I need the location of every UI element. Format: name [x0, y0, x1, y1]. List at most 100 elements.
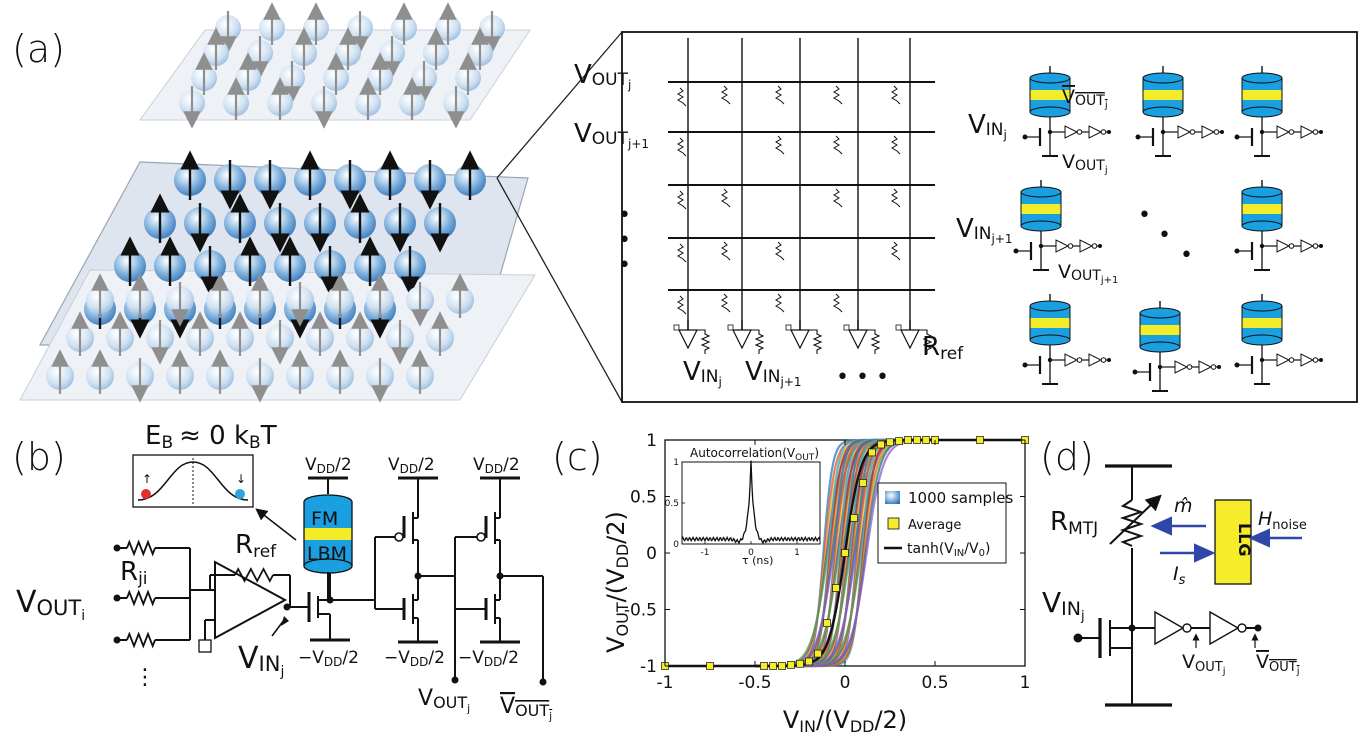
- is-label: Is: [1173, 563, 1186, 588]
- panel-label-d: (d): [1040, 435, 1094, 479]
- spin: [366, 358, 394, 403]
- pbit-vout-j1-label: VOUTj+1: [1058, 261, 1118, 286]
- average-marker: [841, 549, 849, 557]
- inset-pointer-arrow: [255, 508, 297, 541]
- energy-barrier-label: EB ≈ 0 kBT: [145, 421, 277, 453]
- spin: [254, 160, 286, 210]
- crossbar-vdots-2: •: [618, 228, 631, 253]
- average-marker: [886, 438, 894, 447]
- spin: [406, 349, 434, 394]
- spin: [414, 160, 446, 210]
- spin: [306, 311, 334, 356]
- spin: [246, 273, 274, 318]
- legend-swatch-samples: [885, 491, 900, 504]
- average-marker: [913, 436, 921, 444]
- mtj-stack-b: [303, 478, 353, 574]
- chart-x-axis-label: VIN/(VDD/2): [783, 706, 907, 736]
- spin: [286, 282, 314, 327]
- x-tick-label: -0.5: [738, 673, 771, 693]
- chart-y-axis-label: VOUT/(VDD/2): [602, 511, 632, 653]
- x-tick-label: -1: [657, 673, 674, 693]
- m-hat-label: m̂: [1174, 495, 1193, 517]
- spin: [224, 193, 256, 243]
- crossbar-vdots-1: •: [618, 203, 631, 228]
- spin: [264, 203, 296, 253]
- panel-label-a: (a): [12, 27, 65, 71]
- pbit-vout-j-label: VOUTj: [1062, 151, 1108, 176]
- average-marker: [976, 436, 984, 444]
- average-marker: [904, 436, 912, 444]
- spin: [455, 52, 481, 95]
- spin: [226, 311, 254, 356]
- legend-swatch-average: [887, 517, 900, 530]
- inset-y-tick-label: 1: [673, 458, 679, 468]
- spin: [154, 236, 186, 286]
- average-marker: [760, 662, 768, 670]
- spin: [191, 52, 217, 95]
- pbit-vin-j-label: VINj: [968, 110, 1007, 142]
- crossbar-rref-label: Rref: [922, 332, 964, 364]
- vdd-label-1: VDD/2: [305, 455, 352, 476]
- y-tick-label: -0.5: [624, 601, 657, 621]
- vdd-label-2: VDD/2: [388, 455, 435, 476]
- spin: [174, 150, 206, 200]
- neg-vdd-label-1: −VDD/2: [298, 648, 359, 669]
- y-tick-label: 1: [646, 431, 657, 451]
- vout-i-label: VOUTi: [16, 585, 85, 624]
- average-markers: [661, 436, 1029, 670]
- spin-up-dot: [141, 489, 151, 499]
- neg-vdd-label-2: −VDD/2: [384, 648, 445, 669]
- spin: [443, 86, 469, 129]
- vin-j-label-d: VINj: [1042, 586, 1085, 624]
- pbit-vin-j1-label: VINj+1: [956, 214, 1013, 246]
- spin: [323, 52, 349, 95]
- crossbar-array: [668, 38, 935, 354]
- vout-bar-j-label-b: VOUTj: [500, 694, 552, 723]
- arrow-down-icon: ↓: [236, 472, 246, 486]
- spin: [66, 311, 94, 356]
- spin: [346, 311, 374, 356]
- arrow-up-icon: ↑: [142, 472, 152, 486]
- llg-label: LLG: [1235, 523, 1254, 557]
- spin: [394, 246, 426, 296]
- spin: [326, 273, 354, 318]
- pbit-dot-2: •: [1158, 223, 1171, 248]
- spin: [391, 2, 417, 45]
- legend-average-label: Average: [908, 518, 961, 533]
- spin: [374, 150, 406, 200]
- spin: [386, 320, 414, 365]
- spin: [106, 311, 134, 356]
- average-marker: [868, 448, 876, 457]
- spin: [166, 282, 194, 327]
- vout-bar-j-label-d: VOUTj: [1256, 651, 1299, 677]
- inset-y-tick-label: 0: [673, 540, 679, 550]
- legend-tanh-label: tanh(VIN/V0): [907, 541, 990, 559]
- spin: [179, 86, 205, 129]
- average-marker: [778, 662, 786, 670]
- pbit-dot-3: •: [1180, 243, 1193, 268]
- panel-label-b: (b): [12, 435, 66, 479]
- neg-vdd-label-3: −VDD/2: [458, 648, 519, 669]
- y-tick-label: 0: [646, 544, 657, 564]
- spin: [399, 77, 425, 120]
- average-marker: [787, 661, 795, 669]
- spin: [384, 203, 416, 253]
- average-marker: [832, 584, 840, 592]
- average-marker: [922, 436, 930, 444]
- spin: [355, 77, 381, 120]
- inset-y-tick-label: 0.5: [665, 499, 679, 509]
- legend-samples-label: 1000 samples: [908, 489, 1013, 507]
- inset-x-tick-label: -1: [701, 548, 710, 558]
- spin: [294, 150, 326, 200]
- spin: [266, 320, 294, 365]
- spin: [274, 236, 306, 286]
- vdots-b: ⋮: [134, 665, 156, 690]
- spin: [366, 273, 394, 318]
- h-noise-label: Hnoise: [1258, 508, 1307, 533]
- pbit-circuit-d: [1073, 464, 1262, 707]
- spin: [344, 193, 376, 243]
- pbit-dot-1: •: [1138, 203, 1151, 228]
- spin: [426, 311, 454, 356]
- spin: [291, 27, 317, 70]
